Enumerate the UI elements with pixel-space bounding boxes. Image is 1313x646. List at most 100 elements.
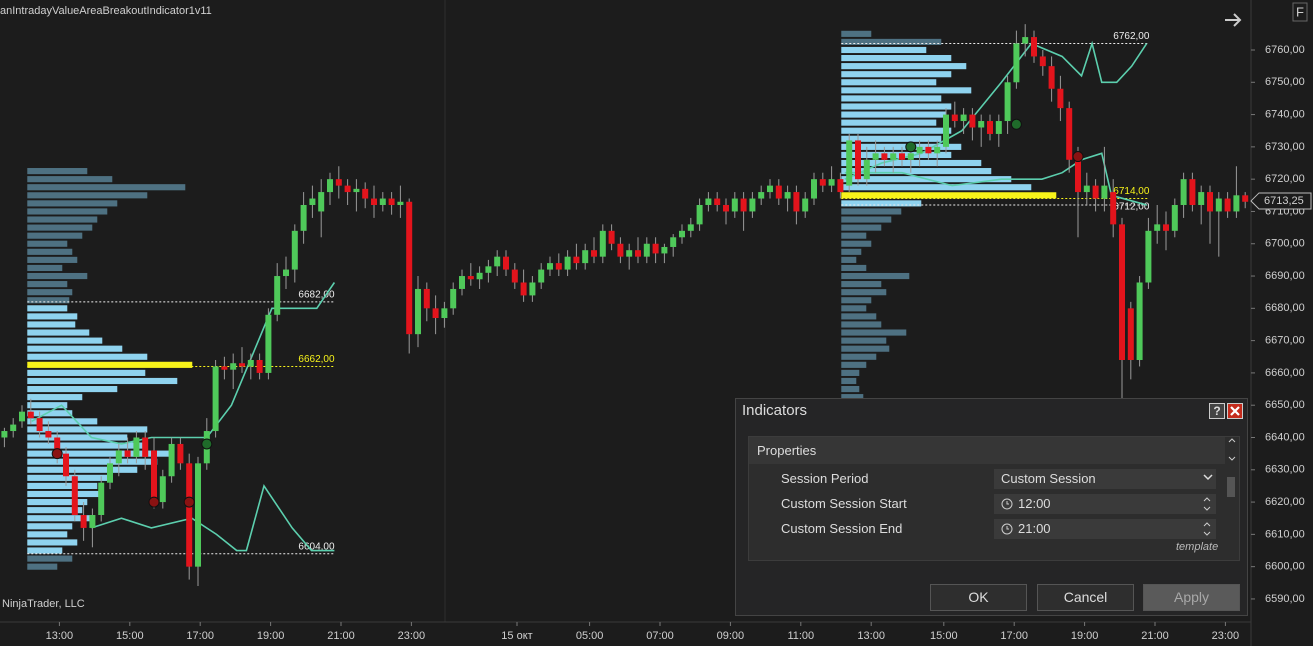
candle-body (1031, 37, 1037, 57)
candle-body (151, 450, 157, 503)
section-header[interactable]: Properties (749, 437, 1225, 464)
profile-bar (27, 434, 128, 441)
ok-button[interactable]: OK (930, 584, 1027, 611)
profile-bar (841, 264, 867, 272)
candle-body (256, 359, 263, 373)
hint: template (1176, 541, 1219, 553)
candle-body (467, 276, 474, 280)
candle-body (1075, 159, 1081, 193)
candle-body (503, 256, 509, 270)
x-tick-label: 23:00 (398, 630, 426, 642)
x-tick-label: 13:00 (46, 630, 74, 642)
candle-body (643, 243, 650, 257)
profile-bar (27, 345, 123, 352)
candle-body (71, 476, 78, 515)
candle-body (705, 198, 712, 205)
candle-body (327, 179, 333, 193)
profile-bar (27, 200, 118, 207)
profile-bar (27, 353, 148, 360)
profile-bar (841, 111, 947, 118)
level-label: 6604,00 (298, 541, 335, 552)
profile-bar (841, 289, 887, 296)
close-button[interactable] (1227, 403, 1243, 419)
x-tick-label: 07:00 (646, 630, 674, 642)
candle-body (881, 153, 888, 160)
profile-bar (841, 385, 860, 393)
x-tick-label: 11:00 (787, 630, 814, 642)
y-tick-label: 6720,00 (1265, 173, 1305, 185)
dialog-title: Indicators (742, 402, 808, 419)
candle-body (960, 114, 967, 122)
candle-body (1207, 192, 1213, 212)
profile-bar (841, 54, 952, 62)
cancel-button[interactable]: Cancel (1037, 584, 1134, 611)
candle-body (670, 237, 677, 247)
profile-bar (27, 402, 68, 409)
candle-body (221, 366, 228, 370)
candle-body (1013, 43, 1020, 83)
profile-bar (841, 103, 952, 110)
candle-body (1092, 185, 1099, 199)
arrow-icon[interactable] (1225, 13, 1242, 27)
property-value[interactable]: 12:00 (994, 494, 1216, 514)
candle-body (723, 204, 729, 212)
profile-bar (27, 523, 73, 530)
breakout-marker (1072, 151, 1084, 163)
profile-bar (841, 281, 882, 288)
y-tick-label: 6630,00 (1265, 464, 1305, 476)
profile-bar (27, 490, 103, 498)
x-tick-label: 17:00 (186, 630, 214, 642)
candle-body (819, 179, 826, 186)
candle-body (432, 308, 439, 319)
candle-body (802, 198, 809, 212)
profile-bar (841, 87, 972, 94)
profile-bar (841, 119, 937, 126)
profile-bar (27, 224, 93, 231)
candle-body (995, 121, 1002, 134)
profile-bar (841, 321, 882, 328)
candle-body (846, 140, 853, 186)
x-tick-label: 19:00 (257, 630, 285, 642)
profile-bar (27, 474, 108, 481)
candle-body (617, 243, 624, 257)
candle-body (890, 153, 897, 160)
candle-body (767, 185, 773, 193)
candle-body (978, 121, 985, 128)
candle-body (300, 204, 307, 231)
candle-body (547, 263, 553, 270)
candle-body (309, 198, 316, 205)
profile-bar (27, 256, 78, 263)
corner-label[interactable]: F (1296, 4, 1304, 19)
profile-bar (27, 442, 148, 449)
price-tag (1250, 192, 1312, 210)
y-tick-label: 6650,00 (1265, 399, 1305, 411)
corner-box[interactable] (1292, 2, 1308, 22)
profile-bar (27, 305, 68, 312)
help-button[interactable]: ? (1209, 403, 1225, 419)
candle-body (731, 198, 738, 212)
property-value[interactable]: Custom Session (994, 469, 1216, 489)
breakout-marker (1010, 118, 1022, 130)
candle-body (423, 288, 430, 309)
y-tick-label: 6700,00 (1265, 238, 1305, 250)
y-tick-label: 6590,00 (1265, 593, 1305, 605)
profile-bar (841, 248, 862, 255)
candle-body (415, 288, 421, 335)
candle-body (459, 276, 465, 289)
level-label: 6712,00 (1113, 202, 1150, 213)
profile-bar (27, 216, 98, 223)
candle-body (186, 463, 193, 567)
candle-body (934, 146, 941, 154)
profile-bar (27, 385, 118, 393)
candle-body (538, 269, 545, 283)
profile-bar (841, 143, 962, 150)
profile-bar (27, 466, 138, 473)
price-tag-label: 6713,25 (1264, 195, 1304, 207)
apply-button[interactable]: Apply (1143, 584, 1240, 611)
candle-body (335, 179, 342, 186)
candle-body (573, 256, 580, 264)
candle-body (740, 198, 747, 212)
property-value[interactable]: 21:00 (994, 519, 1216, 539)
y-tick-label: 6620,00 (1265, 496, 1305, 508)
